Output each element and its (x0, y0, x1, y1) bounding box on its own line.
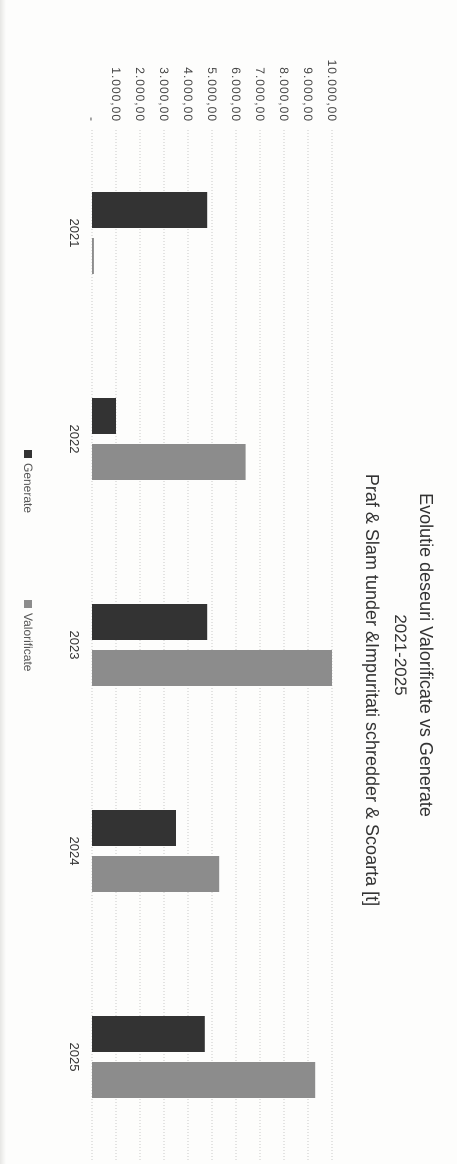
x-tick-label: 2022 (67, 425, 82, 454)
bar-valorificate-2025 (92, 1062, 316, 1098)
gridlines (91, 130, 333, 1160)
bars (92, 192, 332, 1098)
y-tick-label: 5.000,00 (205, 67, 219, 122)
y-tick-label: 10.000,00 (325, 60, 339, 122)
y-tick-label: 1.000,00 (109, 67, 123, 122)
legend-swatch-valorificate (24, 600, 32, 608)
legend: Generate Valorificate (21, 450, 35, 672)
bar-valorificate-2024 (92, 856, 220, 892)
x-tick-label: 2025 (67, 1043, 82, 1072)
chart-subtitle: 2021-2025 (391, 614, 410, 695)
x-tick-labels: 2021 2022 2023 2024 2025 (67, 219, 82, 1072)
chart-subtitle-2: Praf & Slam tunder &Impuritati schredder… (362, 474, 382, 906)
legend-label-valorificate: Valorificate (21, 613, 35, 672)
bar-generate-2023 (92, 604, 208, 640)
y-tick-label: 9.000,00 (301, 67, 315, 122)
y-tick-label: 6.000,00 (229, 67, 243, 122)
bar-generate-2024 (92, 810, 176, 846)
legend-label-generate: Generate (21, 463, 35, 513)
y-tick-label: 8.000,00 (277, 67, 291, 122)
y-tick-label: 3.000,00 (157, 67, 171, 122)
x-tick-label: 2023 (67, 631, 82, 660)
x-tick-label: 2024 (67, 837, 82, 866)
y-tick-label: 4.000,00 (181, 67, 195, 122)
x-tick-label: 2021 (67, 219, 82, 248)
bar-generate-2025 (92, 1016, 205, 1052)
bar-valorificate-2021 (92, 238, 94, 274)
legend-swatch-generate (24, 450, 32, 458)
y-tick-label: 2.000,00 (133, 67, 147, 122)
chart-title: Evolutie deseuri Valorificate vs Generat… (416, 493, 436, 817)
bar-valorificate-2022 (92, 444, 246, 480)
y-tick-label: 7.000,00 (253, 67, 267, 122)
y-tick-label: - (85, 117, 99, 122)
y-tick-labels: - 1.000,00 2.000,00 3.000,00 4.000,00 5.000,0… (85, 60, 339, 122)
scan-edge (0, 0, 6, 1164)
bar-generate-2022 (92, 398, 116, 434)
bar-valorificate-2023 (92, 650, 332, 686)
bar-generate-2021 (92, 192, 208, 228)
